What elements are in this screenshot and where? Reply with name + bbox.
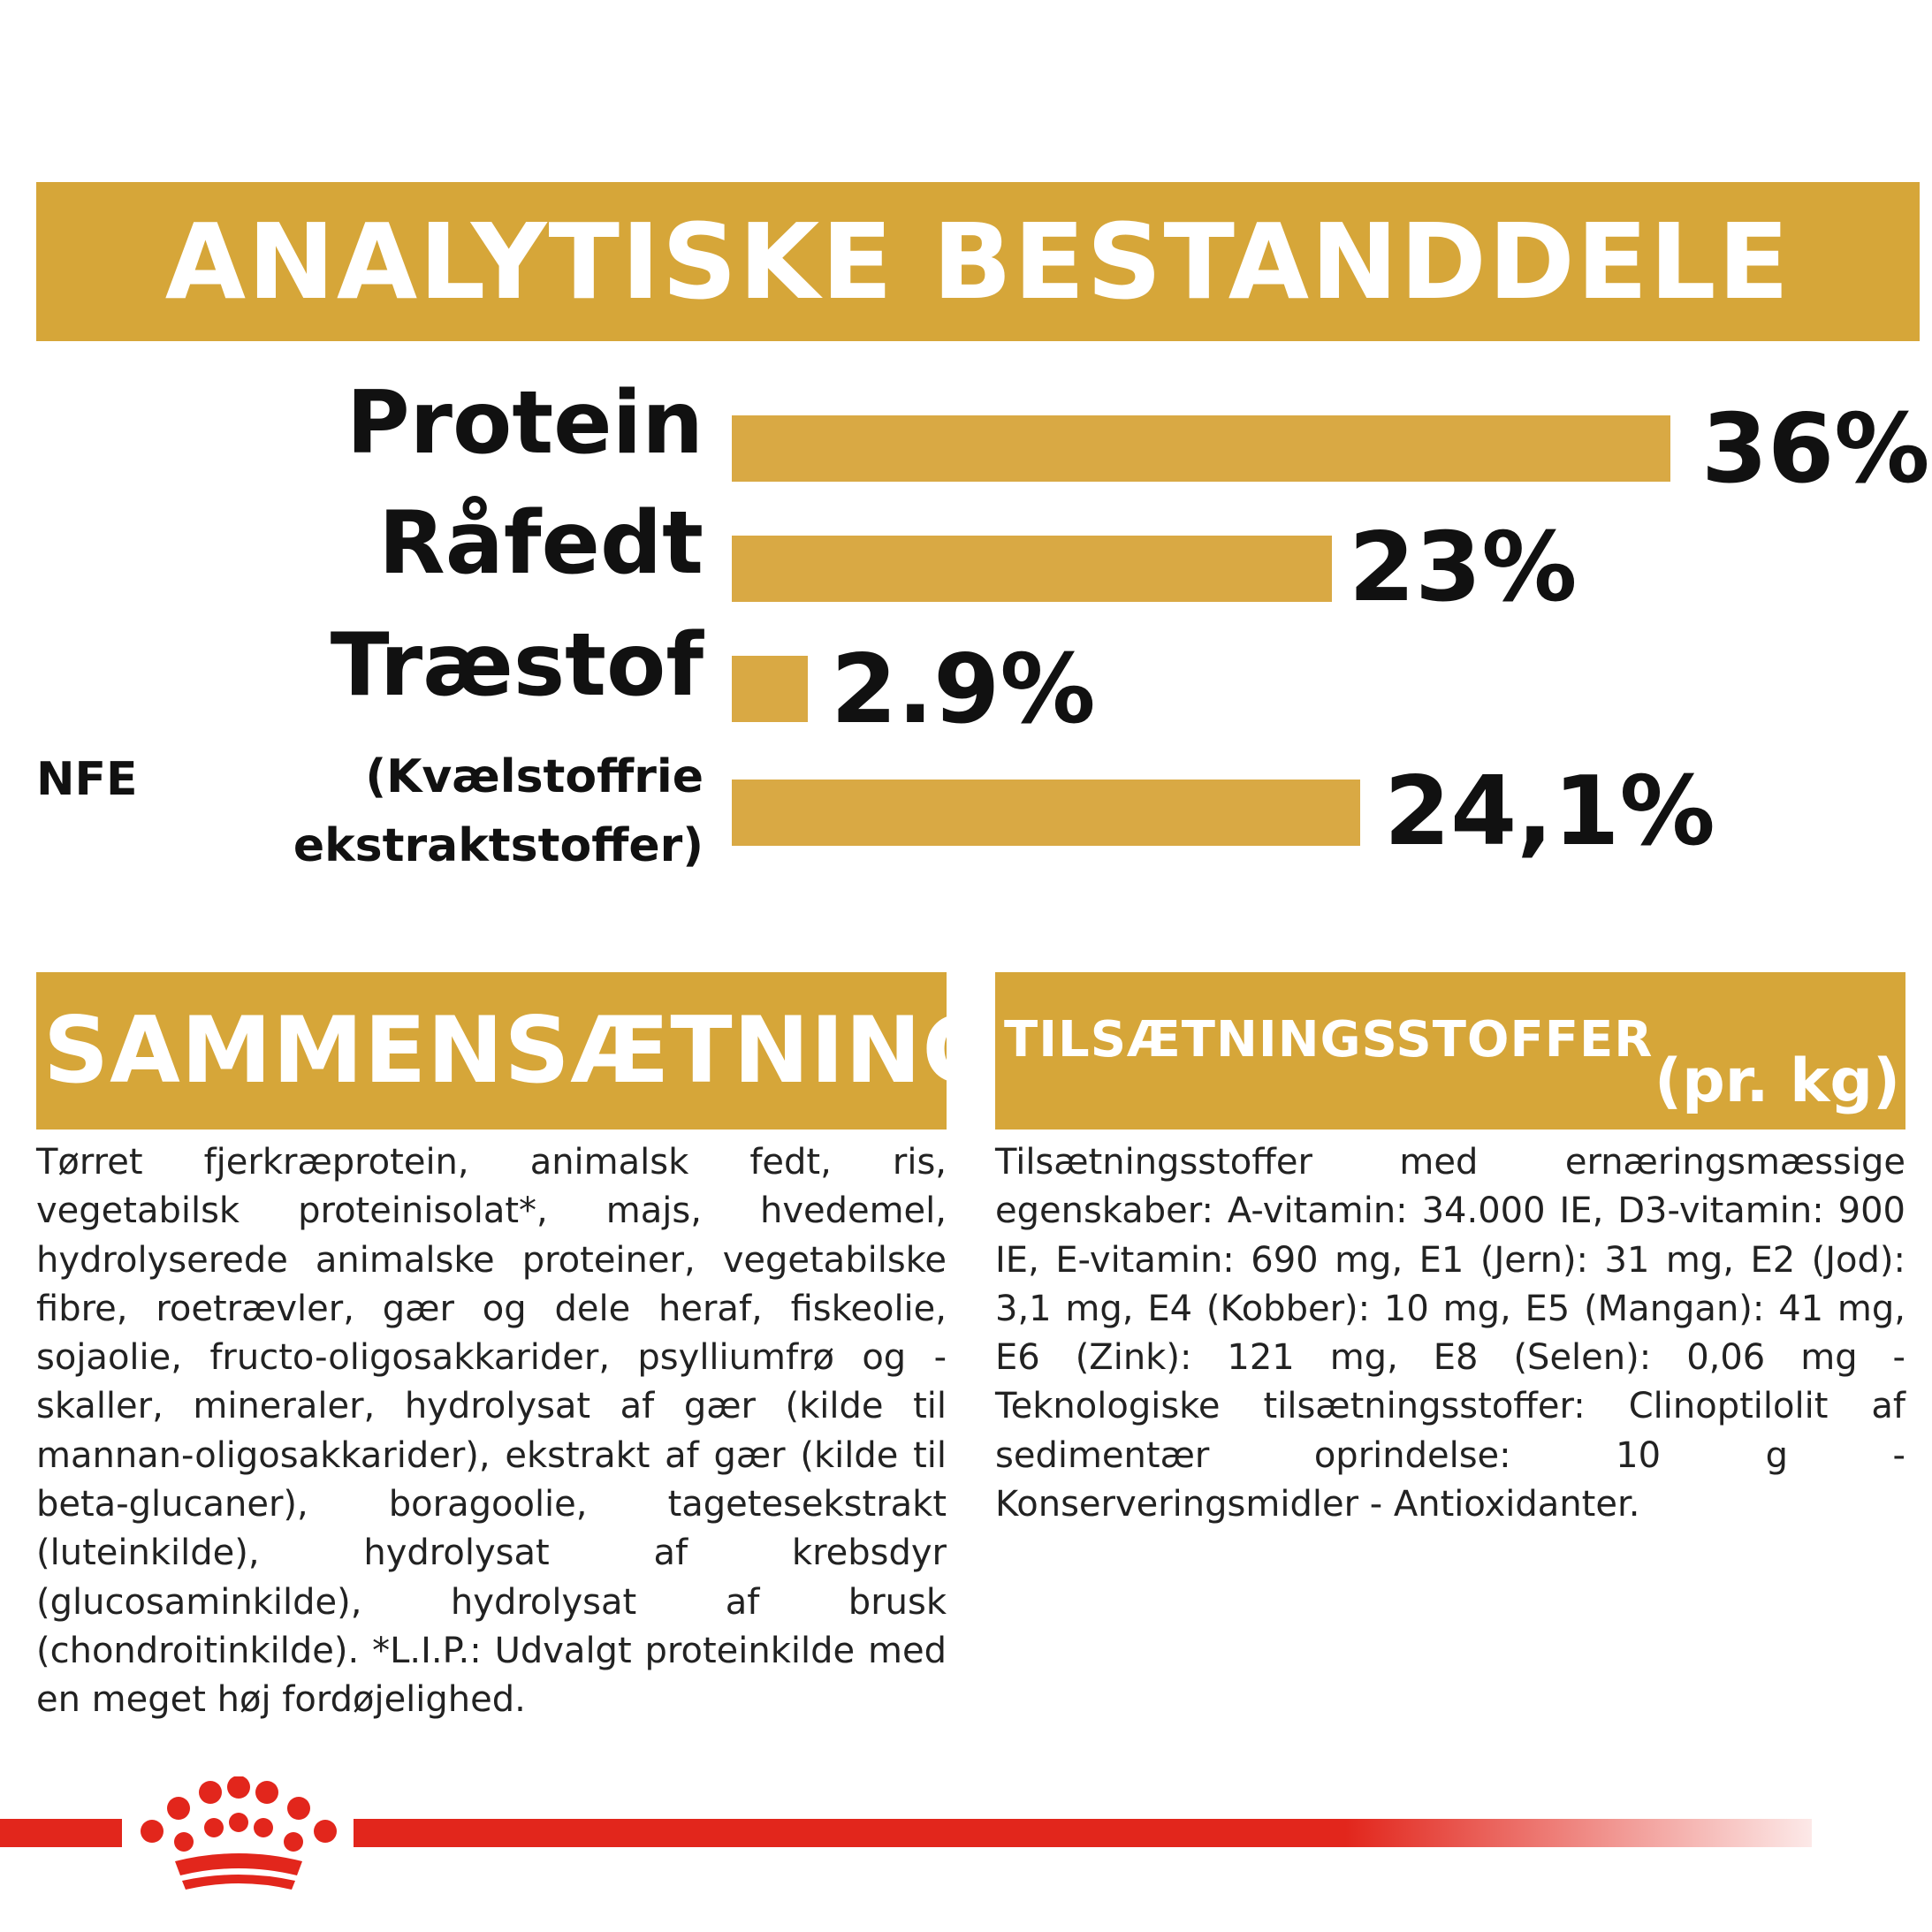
analytics-title: ANALYTISKE BESTANDDELE: [164, 201, 1791, 323]
nfe-value: 24,1%: [1384, 757, 1715, 867]
composition-header-band: SAMMENSÆTNING: [36, 972, 997, 1130]
brand-line-right: [354, 1819, 1812, 1847]
protein-bar: [732, 415, 1670, 482]
analytics-header-band: ANALYTISKE BESTANDDELE: [36, 182, 1920, 341]
crown-icon: [141, 1776, 337, 1890]
brand-line-left: [0, 1819, 122, 1847]
additives-header-band: TILSÆTNINGSSTOFFER (pr. kg): [995, 972, 1905, 1130]
additives-title: TILSÆTNINGSSTOFFER: [1004, 1011, 1654, 1069]
nfe-label-line2: ekstraktstoffer): [293, 819, 704, 872]
composition-title: SAMMENSÆTNING: [43, 998, 998, 1104]
fat-bar: [732, 536, 1332, 602]
additives-text: Tilsætningsstoffer med ernæringsmæssige …: [995, 1142, 1905, 1525]
additives-unit: (pr. kg): [1654, 1046, 1901, 1116]
fiber-bar: [732, 656, 808, 722]
nfe-label-line1: (Kvælstoffrie: [365, 750, 704, 803]
protein-label: Protein: [346, 373, 704, 474]
protein-value: 36%: [1701, 394, 1930, 505]
fat-label: Råfedt: [378, 493, 704, 594]
nfe-abbr: NFE: [36, 753, 138, 806]
composition-text: Tørret fjerkræprotein, animalsk fedt, ri…: [36, 1142, 947, 1721]
fat-value: 23%: [1349, 513, 1578, 623]
nfe-bar: [732, 780, 1360, 846]
fiber-label: Træstof: [330, 615, 704, 716]
fiber-value: 2.9%: [831, 635, 1096, 745]
